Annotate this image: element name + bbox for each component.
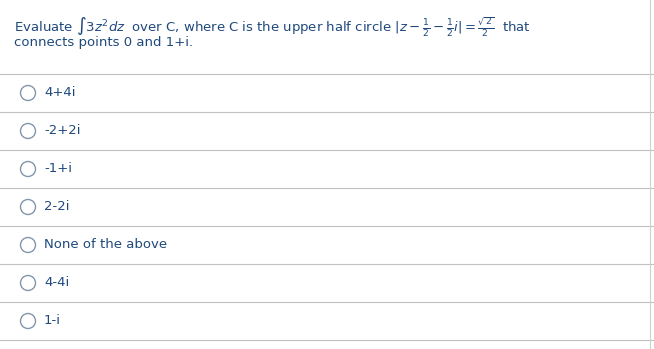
Text: -1+i: -1+i [44, 163, 72, 176]
Text: Evaluate $\int 3z^2dz$  over C, where C is the upper half circle $|z - \frac{1}{: Evaluate $\int 3z^2dz$ over C, where C i… [14, 16, 531, 39]
Text: 4-4i: 4-4i [44, 276, 69, 290]
Text: connects points 0 and 1+i.: connects points 0 and 1+i. [14, 36, 193, 49]
Text: -2+2i: -2+2i [44, 125, 80, 138]
Text: 2-2i: 2-2i [44, 200, 69, 214]
Text: 4+4i: 4+4i [44, 87, 75, 99]
Text: None of the above: None of the above [44, 238, 167, 252]
Text: 1-i: 1-i [44, 314, 61, 327]
